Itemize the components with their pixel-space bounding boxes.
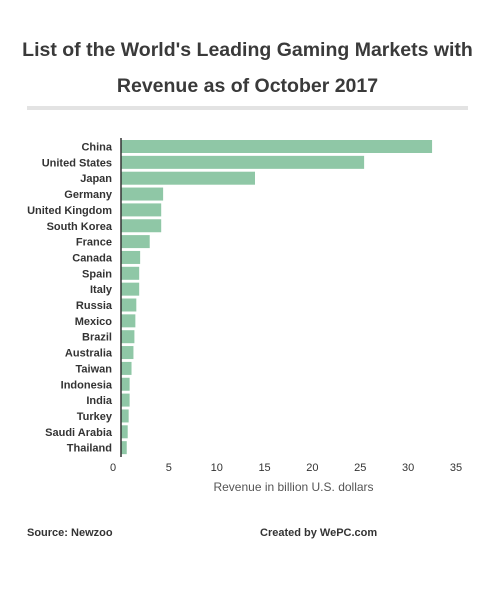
category-label-indonesia: Indonesia xyxy=(61,379,113,391)
bar-mexico xyxy=(121,314,136,328)
bar-brazil xyxy=(121,330,135,344)
bar-france xyxy=(121,235,150,249)
bar-china xyxy=(121,140,433,153)
chart-title-line-1: List of the World's Leading Gaming Marke… xyxy=(22,39,473,61)
title-divider xyxy=(27,106,468,110)
bar-taiwan xyxy=(121,361,132,375)
category-label-canada: Canada xyxy=(72,252,113,264)
credit-value: WePC.com xyxy=(319,527,378,539)
bar-india xyxy=(121,393,130,407)
bar-italy xyxy=(121,282,140,296)
category-label-france: France xyxy=(76,237,112,249)
category-label-turkey: Turkey xyxy=(77,411,113,423)
x-tick-labels-group: 0 5 10 15 20 25 30 35 xyxy=(110,462,462,474)
category-label-japan: Japan xyxy=(80,173,112,185)
category-label-italy: Italy xyxy=(90,284,113,296)
category-label-brazil: Brazil xyxy=(82,332,112,344)
source-note: Source: Newzoo xyxy=(27,527,113,539)
x-tick-label-25: 25 xyxy=(354,462,366,474)
credit-label: Created by xyxy=(260,527,317,539)
credit-note: Created by WePC.com xyxy=(260,527,377,539)
x-tick-label-35: 35 xyxy=(450,462,462,474)
bar-united-states xyxy=(121,155,365,169)
category-label-spain: Spain xyxy=(82,268,112,280)
category-label-united-kingdom: United Kingdom xyxy=(27,205,112,217)
x-tick-label-20: 20 xyxy=(306,462,318,474)
category-label-russia: Russia xyxy=(76,300,113,312)
category-label-mexico: Mexico xyxy=(75,316,113,328)
bar-japan xyxy=(121,171,255,185)
source-value: Newzoo xyxy=(71,527,113,539)
category-label-united-states: United States xyxy=(42,157,112,169)
chart-title: List of the World's Leading Gaming Marke… xyxy=(0,32,495,104)
bar-germany xyxy=(121,187,164,201)
chart-title-line-2: Revenue as of October 2017 xyxy=(116,75,379,97)
x-tick-label-0: 0 xyxy=(110,462,116,474)
bar-indonesia xyxy=(121,377,130,391)
bar-turkey xyxy=(121,409,129,423)
source-label: Source: xyxy=(27,527,68,539)
bar-united-kingdom xyxy=(121,203,162,217)
bar-thailand xyxy=(121,441,127,455)
bar-saudi-arabia xyxy=(121,425,128,439)
category-label-germany: Germany xyxy=(64,189,113,201)
x-tick-label-10: 10 xyxy=(211,462,223,474)
x-axis-label: Revenue in billion U.S. dollars xyxy=(213,480,373,494)
category-label-south-korea: South Korea xyxy=(47,221,113,233)
x-tick-label-30: 30 xyxy=(402,462,414,474)
category-label-saudi-arabia: Saudi Arabia xyxy=(45,427,113,439)
category-labels-group: China United States Japan Germany United Kin… xyxy=(27,142,113,455)
bar-south-korea xyxy=(121,219,162,233)
bar-russia xyxy=(121,298,137,312)
x-tick-label-15: 15 xyxy=(258,462,270,474)
bar-canada xyxy=(121,250,141,264)
category-label-thailand: Thailand xyxy=(67,443,112,455)
bar-spain xyxy=(121,266,140,280)
bar-australia xyxy=(121,346,134,360)
category-label-india: India xyxy=(86,395,113,407)
category-label-taiwan: Taiwan xyxy=(76,363,113,375)
x-tick-label-5: 5 xyxy=(166,462,172,474)
category-label-china: China xyxy=(81,142,112,154)
category-label-australia: Australia xyxy=(65,348,113,360)
bars-group xyxy=(121,140,433,455)
